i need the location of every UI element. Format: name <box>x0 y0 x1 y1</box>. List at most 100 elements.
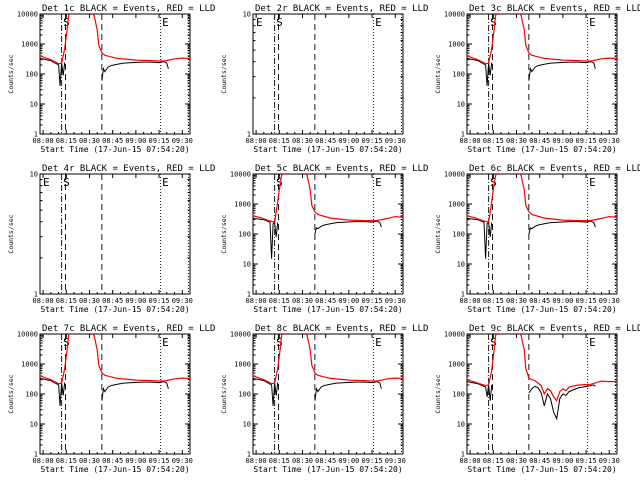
x-tick-label: 08:30 <box>292 137 313 145</box>
x-tick-label: 09:30 <box>599 137 620 145</box>
series-events-line <box>528 61 596 81</box>
x-tick-label: 08:30 <box>79 137 100 145</box>
x-tick-label: 08:30 <box>292 297 313 305</box>
y-tick-label: 1 <box>247 451 251 459</box>
y-tick-label: 100 <box>238 391 251 399</box>
y-tick-label: 100 <box>452 391 465 399</box>
x-tick-label: 08:45 <box>529 137 550 145</box>
x-tick-label: 08:45 <box>529 297 550 305</box>
y-tick-label: 1 <box>34 291 38 299</box>
x-axis-label: Start Time (17-Jun-15 07:54:20) <box>467 465 616 474</box>
marker-label-e: E <box>162 176 169 189</box>
marker-label-s: S <box>490 176 497 189</box>
series-events-line <box>253 217 279 259</box>
x-tick-label: 08:15 <box>56 137 77 145</box>
marker-label-e: E <box>589 176 596 189</box>
y-tick-label: 1000 <box>234 201 251 209</box>
x-axis-label: Start Time (17-Jun-15 07:54:20) <box>40 465 189 474</box>
y-tick-label: 1000 <box>448 201 465 209</box>
x-tick-label: 09:00 <box>125 297 146 305</box>
x-tick-label: 09:00 <box>125 137 146 145</box>
x-tick-label: 09:30 <box>385 297 406 305</box>
y-tick-label: 10000 <box>444 171 465 179</box>
panel-title: Det 5c BLACK = Events, RED = LLD <box>255 164 428 174</box>
x-tick-label: 08:15 <box>56 297 77 305</box>
x-tick-label: 08:00 <box>33 297 54 305</box>
y-tick-label: 10000 <box>444 11 465 19</box>
y-tick-label: 1 <box>34 451 38 459</box>
y-tick-label: 10 <box>30 421 38 429</box>
x-tick-label: 08:30 <box>79 297 100 305</box>
y-tick-label: 1000 <box>234 361 251 369</box>
y-axis-label: Counts/sec <box>434 214 442 253</box>
y-axis-label: Counts/sec <box>7 54 15 93</box>
x-tick-label: 08:45 <box>315 297 336 305</box>
marker-label-e: E <box>589 336 596 349</box>
x-tick-label: 08:00 <box>460 457 481 465</box>
y-tick-label: 10000 <box>230 331 251 339</box>
x-tick-label: 09:15 <box>149 297 170 305</box>
x-tick-label: 09:15 <box>149 137 170 145</box>
x-tick-label: 08:30 <box>506 137 527 145</box>
x-tick-label: 08:15 <box>56 457 77 465</box>
panel-title: Det 7c BLACK = Events, RED = LLD <box>42 324 215 334</box>
x-tick-label: 08:30 <box>79 457 100 465</box>
y-tick-label: 1000 <box>448 361 465 369</box>
panel-title: Det 6c BLACK = Events, RED = LLD <box>469 164 640 174</box>
x-tick-label: 09:00 <box>125 457 146 465</box>
series-events-line <box>467 217 493 259</box>
x-tick-label: 09:15 <box>362 457 383 465</box>
x-tick-label: 09:00 <box>338 457 359 465</box>
series-group <box>40 334 190 406</box>
marker-label-s: S <box>490 16 497 29</box>
series-lld-line <box>467 14 617 65</box>
y-tick-label: 10 <box>457 101 465 109</box>
series-events-line <box>314 220 382 235</box>
panel-title: Det 4r BLACK = Events, RED = LLD <box>42 164 215 174</box>
x-tick-label: 09:00 <box>552 137 573 145</box>
x-tick-label: 08:45 <box>315 457 336 465</box>
marker-label-s: S <box>276 176 283 189</box>
series-events-line <box>101 61 169 81</box>
x-tick-label: 09:30 <box>599 457 620 465</box>
x-tick-label: 08:30 <box>506 457 527 465</box>
y-tick-label: 100 <box>25 71 38 79</box>
series-group <box>253 174 403 259</box>
panel-9: Det 9c BLACK = Events, RED = LLD 08:00 08:… <box>434 324 640 474</box>
x-axis-label: Start Time (17-Jun-15 07:54:20) <box>467 145 616 154</box>
x-axis-label: Start Time (17-Jun-15 07:54:20) <box>253 465 402 474</box>
plot-frame <box>39 13 191 135</box>
marker-label-e: E <box>162 336 169 349</box>
plot-frame <box>466 13 618 135</box>
y-tick-label: 10 <box>30 171 38 179</box>
series-events-line <box>467 57 493 86</box>
y-tick-label: 100 <box>238 231 251 239</box>
x-axis-label: Start Time (17-Jun-15 07:54:20) <box>40 305 189 314</box>
x-tick-label: 09:30 <box>172 457 193 465</box>
panel-title: Det 9c BLACK = Events, RED = LLD <box>469 324 640 334</box>
marker-label-s: S <box>276 16 283 29</box>
x-tick-label: 08:15 <box>269 137 290 145</box>
x-tick-label: 09:15 <box>576 457 597 465</box>
x-tick-label: 09:30 <box>172 137 193 145</box>
x-tick-label: 08:00 <box>246 297 267 305</box>
x-tick-label: 08:00 <box>460 297 481 305</box>
x-tick-label: 08:00 <box>246 137 267 145</box>
x-axis-label: Start Time (17-Jun-15 07:54:20) <box>467 305 616 314</box>
series-group <box>467 334 617 421</box>
series-events-line <box>253 377 279 406</box>
x-tick-label: 09:30 <box>385 457 406 465</box>
x-tick-label: 08:15 <box>269 297 290 305</box>
series-lld-line <box>253 334 403 385</box>
x-tick-label: 08:00 <box>460 137 481 145</box>
x-tick-label: 08:30 <box>292 457 313 465</box>
marker-label-e: E <box>375 336 382 349</box>
marker-label-e: E <box>375 176 382 189</box>
x-tick-label: 08:15 <box>483 297 504 305</box>
x-tick-label: 09:30 <box>385 137 406 145</box>
x-tick-label: 08:00 <box>33 137 54 145</box>
panel-title: Det 1c BLACK = Events, RED = LLD <box>42 4 215 14</box>
panel-title: Det 3c BLACK = Events, RED = LLD <box>469 4 640 14</box>
